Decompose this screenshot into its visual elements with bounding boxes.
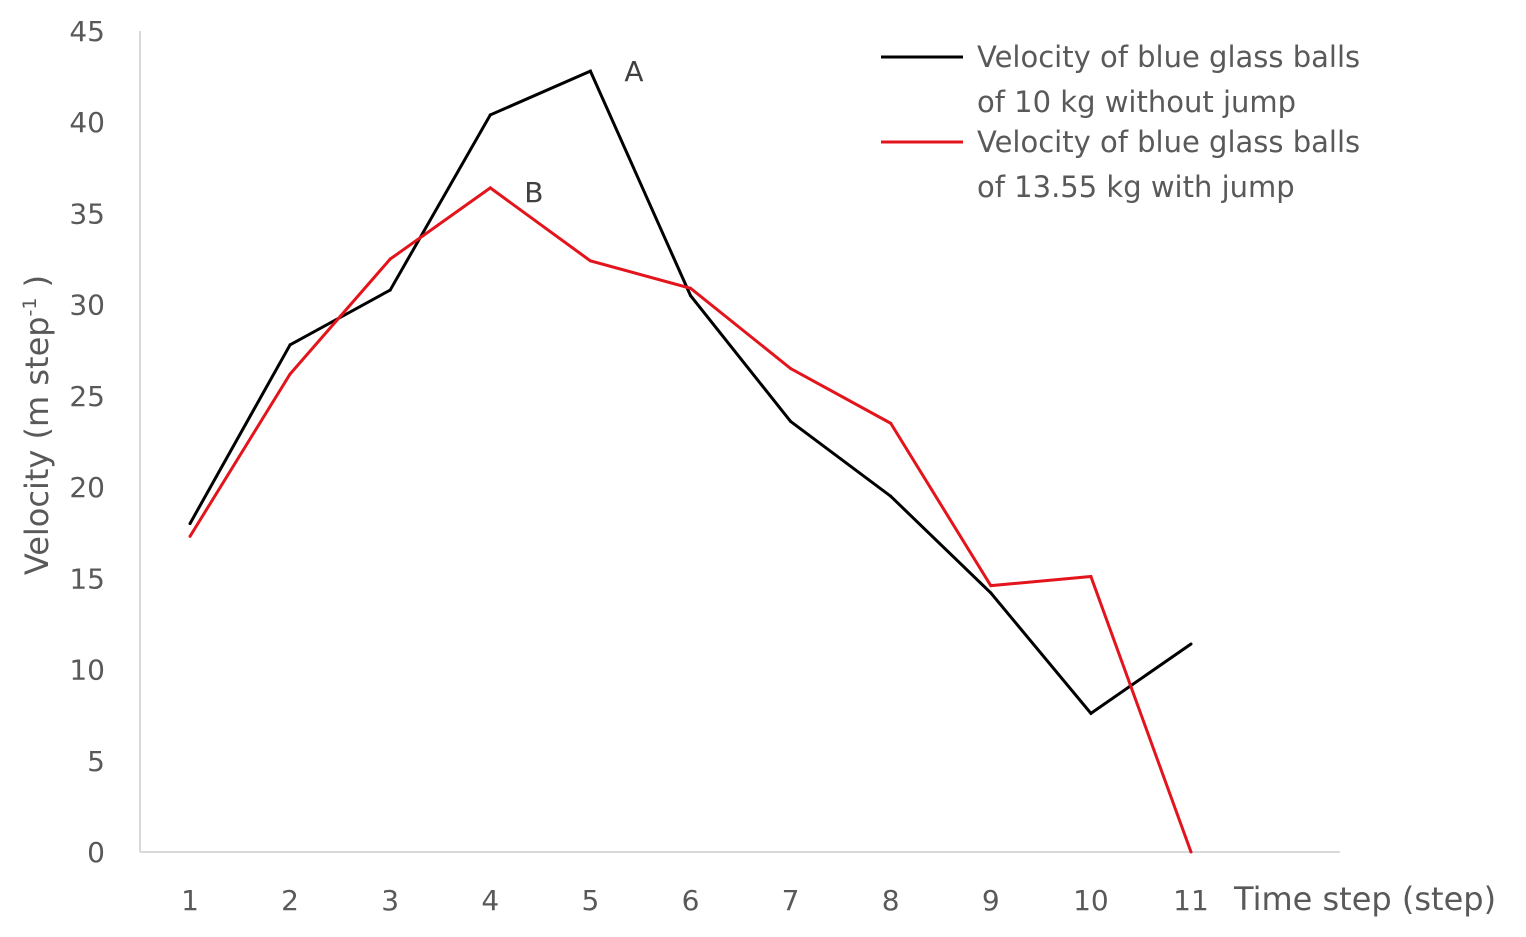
series-2-point	[1189, 850, 1193, 854]
x-tick-label: 3	[381, 884, 399, 917]
series-2-point	[789, 367, 793, 371]
x-tick-label: 5	[581, 884, 599, 917]
y-tick-label: 20	[69, 471, 105, 504]
legend: Velocity of blue glass balls of 10 kg wit…	[881, 40, 1360, 204]
y-tick-label: 45	[69, 15, 105, 48]
x-tick-label: 7	[782, 884, 800, 917]
series-1-point	[1089, 711, 1093, 715]
x-tick-label: 8	[882, 884, 900, 917]
y-axis-title: Velocity (m step-1 )	[18, 275, 56, 575]
x-tick-label: 10	[1073, 884, 1109, 917]
y-tick-label: 5	[87, 745, 105, 778]
y-tick-label: 0	[87, 836, 105, 869]
y-tick-label: 25	[69, 380, 105, 413]
y-tick-label: 35	[69, 197, 105, 230]
series-1-point	[388, 288, 392, 292]
x-axis-ticks: 1 2 3 4 5 6 7 8 9 10 11	[181, 884, 1209, 917]
series-2-point	[689, 286, 692, 290]
series-1-point	[989, 591, 993, 595]
series-1-point	[488, 113, 492, 117]
series-1-point	[889, 494, 893, 498]
series-2-point	[889, 421, 893, 425]
chart-axes	[139, 31, 1340, 853]
series-1-point	[789, 419, 793, 423]
series-2-point	[488, 186, 492, 190]
series-1-point	[1189, 642, 1193, 646]
x-tick-label: 2	[281, 884, 299, 917]
series-line-1	[188, 69, 1192, 716]
series-1-point	[288, 343, 292, 347]
legend-entry-1: of 10 kg without jump	[977, 85, 1296, 119]
y-tick-label: 10	[69, 654, 105, 687]
series-layer	[188, 69, 1193, 854]
annotation-label: A	[624, 55, 643, 88]
x-tick-label: 6	[682, 884, 700, 917]
legend-entry-1: Velocity of blue glass balls	[977, 40, 1360, 74]
series-1-point	[689, 294, 692, 298]
series-2-point	[388, 257, 392, 261]
annotations: AB	[524, 55, 643, 209]
y-axis-ticks: 0 5 10 15 20 25 30 35 40 45	[69, 15, 105, 869]
legend-entry-2: of 13.55 kg with jump	[977, 170, 1295, 204]
x-axis-title: Time step (step)	[1233, 880, 1496, 918]
series-2-point	[1089, 575, 1093, 579]
series-1-point	[188, 522, 192, 526]
y-tick-label: 15	[69, 562, 105, 595]
legend-entry-2: Velocity of blue glass balls	[977, 125, 1360, 159]
series-2-point	[588, 259, 592, 263]
y-tick-label: 40	[69, 106, 105, 139]
y-tick-label: 30	[69, 289, 105, 322]
x-tick-label: 1	[181, 884, 199, 917]
series-2-point	[288, 372, 292, 376]
x-tick-label: 4	[481, 884, 499, 917]
series-1-point	[588, 69, 592, 73]
series-2-point	[188, 534, 192, 538]
x-tick-label: 11	[1173, 884, 1209, 917]
x-tick-label: 9	[982, 884, 1000, 917]
annotation-label: B	[524, 176, 543, 209]
series-2-point	[989, 584, 993, 588]
